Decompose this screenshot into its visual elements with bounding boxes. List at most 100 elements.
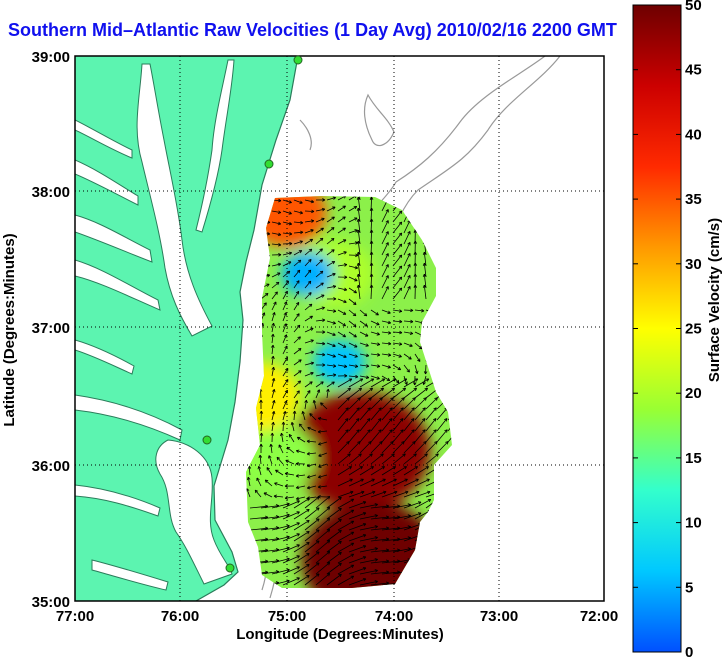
velocity-vector-head (387, 354, 392, 357)
velocity-vector-head (288, 271, 291, 275)
velocity-vector (348, 229, 358, 234)
velocity-vector-head (363, 534, 367, 538)
velocity-vector (359, 387, 373, 399)
velocity-vector (326, 364, 336, 367)
velocity-vector-head (396, 526, 401, 529)
velocity-vector-head (363, 567, 367, 571)
velocity-vector-head (453, 287, 456, 288)
velocity-vector-head (408, 570, 411, 573)
velocity-vector-head (459, 563, 462, 564)
velocity-vector-head (398, 210, 402, 213)
velocity-vector-head (246, 400, 250, 403)
velocity-vector (304, 372, 314, 377)
velocity-vector-head (322, 363, 326, 366)
velocity-vector (304, 229, 314, 234)
velocity-vector-head (377, 342, 381, 345)
velocity-vector (282, 421, 284, 432)
velocity-vector-head (343, 239, 347, 243)
velocity-vector (381, 407, 393, 421)
velocity-vector (271, 378, 275, 388)
velocity-vector (249, 313, 256, 322)
velocity-vector (291, 422, 295, 432)
velocity-vector-head (257, 466, 260, 470)
velocity-vector-head (407, 231, 411, 234)
velocity-vector-head (415, 229, 418, 233)
velocity-vector-head (318, 444, 322, 446)
velocity-vector (370, 284, 373, 300)
velocity-vector-head (299, 336, 301, 340)
velocity-vector-head (371, 273, 374, 277)
velocity-vector-head (415, 273, 418, 277)
velocity-vector-head (310, 315, 313, 319)
velocity-vector (326, 342, 336, 347)
velocity-vector-head (265, 479, 269, 482)
velocity-vector (337, 498, 354, 509)
velocity-vector-head (321, 372, 325, 375)
velocity-vector-head (286, 503, 290, 506)
velocity-vector (274, 495, 284, 498)
velocity-vector (282, 221, 292, 225)
velocity-vector (337, 542, 354, 553)
velocity-vector (271, 400, 275, 410)
velocity-vector-head (392, 453, 395, 457)
velocity-vector (337, 227, 346, 234)
velocity-vector-head (296, 498, 300, 501)
velocity-vector-head (433, 382, 437, 385)
velocity-vector-head (344, 375, 348, 378)
velocity-vector (348, 453, 362, 465)
velocity-vector-head (369, 229, 372, 233)
velocity-vector (293, 509, 310, 520)
velocity-vector (348, 523, 367, 531)
velocity-vector (304, 339, 314, 344)
velocity-vector-head (447, 540, 451, 542)
velocity-vector-head (256, 285, 260, 289)
velocity-vector (278, 444, 284, 454)
velocity-vector-head (437, 196, 440, 200)
velocity-vector (315, 342, 325, 345)
velocity-vector-head (333, 285, 337, 289)
velocity-vector (425, 342, 431, 352)
velocity-vector-head (311, 199, 315, 203)
velocity-vector (392, 276, 403, 289)
velocity-vector-head (299, 240, 303, 242)
velocity-vector-head (307, 487, 311, 490)
velocity-vector-head (427, 348, 431, 352)
velocity-vector-head (423, 207, 427, 211)
velocity-vector (348, 429, 360, 443)
velocity-vector-head (267, 197, 270, 201)
velocity-vector-head (378, 429, 382, 432)
velocity-vector-head (280, 433, 282, 437)
velocity-vector (403, 364, 410, 373)
velocity-vector (436, 342, 439, 352)
velocity-vector-head (317, 518, 320, 522)
velocity-vector-head (407, 547, 411, 549)
velocity-vector (337, 509, 354, 520)
velocity-vector-head (407, 275, 411, 278)
velocity-vector-head (355, 253, 359, 256)
colorbar-tick-label: 45 (685, 62, 702, 79)
velocity-vector-head (339, 519, 342, 523)
velocity-vector (304, 381, 313, 388)
velocity-vector-head (415, 207, 418, 211)
velocity-vector-head (266, 273, 270, 276)
velocity-vector (337, 564, 354, 575)
velocity-vector-head (328, 496, 331, 500)
velocity-vector (315, 248, 323, 256)
velocity-vector-head (446, 429, 448, 433)
velocity-vector (425, 407, 437, 421)
velocity-vector (337, 531, 354, 542)
velocity-vector-head (247, 465, 250, 469)
velocity-vector-head (318, 474, 321, 478)
velocity-vector-head (385, 209, 389, 212)
velocity-vector-head (433, 429, 437, 432)
velocity-vector-head (300, 220, 304, 224)
velocity-vector (447, 529, 452, 542)
velocity-vector (403, 453, 417, 465)
velocity-vector-head (354, 290, 357, 294)
velocity-vector (381, 375, 390, 381)
velocity-vector-head (333, 309, 337, 312)
velocity-vector (348, 491, 365, 498)
velocity-vector (381, 364, 391, 368)
velocity-vector (348, 534, 367, 542)
velocity-vector (271, 301, 277, 311)
